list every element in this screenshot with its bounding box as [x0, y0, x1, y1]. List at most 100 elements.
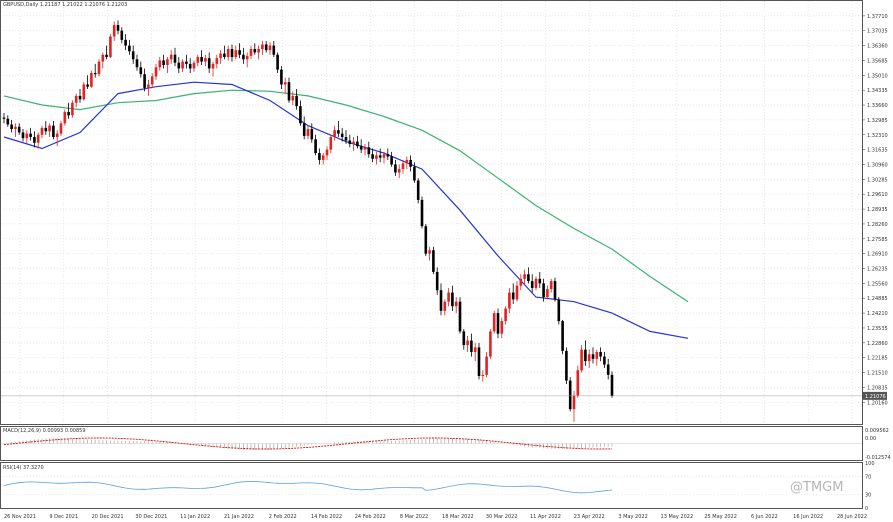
candle-body [557, 299, 561, 322]
candle-body [333, 130, 336, 138]
candle-body [500, 321, 504, 334]
candle-body [538, 278, 542, 284]
candle-body [150, 76, 154, 85]
candle-body [565, 350, 568, 381]
candle-body [139, 67, 143, 75]
candle-body [6, 118, 10, 125]
candle-body [314, 139, 317, 154]
candle-body [242, 54, 245, 60]
candle-body [416, 180, 420, 200]
candle-body [109, 36, 112, 58]
candle-body [576, 370, 580, 396]
candle-body [542, 283, 545, 298]
candle-body [299, 106, 302, 124]
rsi-panel: 100 70 30 0 [0, 461, 875, 512]
rsi-tick-label: 100 [865, 461, 875, 467]
candle-body [120, 30, 124, 40]
candle-body [204, 58, 207, 62]
time-tick-label: 13 May 2022 [661, 514, 694, 520]
candle-body [154, 67, 158, 77]
candle-body [287, 82, 291, 101]
price-tick-label: 1.28935 [867, 207, 888, 213]
time-tick-label: 3 May 2022 [618, 514, 647, 520]
candle-body [169, 54, 173, 60]
candle-body [245, 55, 249, 60]
candle-body [325, 149, 329, 156]
candle-body [158, 60, 162, 68]
macd-panel: 0.009562 0.00 -0.012574 [0, 428, 891, 461]
candle-body [162, 60, 165, 66]
time-axis: 26 Nov 2021 9 Dec 2021 20 Dec 2021 30 Dec 2… [4, 514, 867, 520]
candle-body [253, 49, 257, 53]
panel-frames [0, 0, 863, 509]
macd-tick-label: -0.012574 [865, 455, 891, 461]
candle-body [439, 290, 443, 311]
rsi-tick-label: 70 [865, 475, 871, 481]
candle-body [519, 278, 523, 286]
candle-body [238, 50, 241, 55]
candle-body [546, 289, 549, 298]
candle-body [116, 25, 120, 31]
candle-body [462, 331, 466, 346]
candle-body [405, 159, 409, 164]
candle-body [375, 155, 378, 159]
candle-body [485, 356, 488, 375]
candle-body [192, 62, 196, 69]
candle-body [249, 49, 253, 56]
price-tick-label: 1.35685 [867, 58, 888, 64]
candle-body [451, 292, 454, 307]
candle-body [14, 126, 17, 130]
candle-body [268, 45, 272, 51]
price-tick-label: 1.29610 [867, 192, 888, 198]
price-tick-label: 1.30960 [867, 162, 888, 168]
candle-body [591, 354, 595, 359]
time-tick-label: 11 Jan 2022 [180, 514, 210, 520]
time-tick-label: 9 Dec 2021 [49, 514, 78, 520]
candle-body [177, 62, 181, 69]
candle-body [473, 347, 477, 352]
candle-body [371, 154, 374, 159]
time-tick-label: 18 Mar 2022 [442, 514, 474, 520]
candle-body [344, 137, 348, 141]
candle-body [401, 163, 405, 170]
candle-body [86, 84, 89, 87]
candle-body [481, 374, 485, 376]
candle-body [458, 301, 462, 332]
candle-body [131, 51, 135, 60]
candle-body [394, 164, 397, 173]
candle-body [397, 169, 401, 173]
candle-body [196, 57, 200, 63]
candle-body [272, 45, 276, 55]
ma-slow-line [3, 89, 689, 303]
candle-body [17, 126, 21, 133]
time-tick-label: 23 Apr 2022 [574, 514, 605, 520]
candle-body [105, 54, 108, 58]
candle-body [211, 63, 215, 69]
candle-body [549, 281, 553, 290]
candle-body [257, 49, 260, 53]
candle-body [223, 53, 226, 58]
macd-signal-line [3, 437, 612, 450]
price-tick-label: 1.25560 [867, 281, 888, 287]
time-tick-label: 6 Jun 2022 [751, 514, 778, 520]
candle-body [188, 63, 192, 69]
candle-body [166, 59, 169, 66]
price-tick-label: 1.28260 [867, 222, 888, 228]
price-tick-label: 1.31635 [867, 148, 888, 154]
candle-body [523, 274, 526, 279]
candle-body [124, 39, 127, 46]
candle-body [603, 356, 606, 365]
price-tick-label: 1.22860 [867, 341, 888, 347]
candle-body [466, 340, 469, 346]
price-tick-label: 1.30285 [867, 177, 888, 183]
price-tick-label: 1.24210 [867, 311, 888, 317]
price-tick-label: 1.21510 [867, 371, 888, 377]
candle-body [530, 281, 534, 288]
rsi-line [3, 480, 613, 494]
candle-body [25, 133, 29, 139]
candle-body [599, 351, 602, 357]
candle-body [143, 74, 146, 88]
candle-body [215, 58, 219, 64]
candle-body [264, 44, 268, 51]
